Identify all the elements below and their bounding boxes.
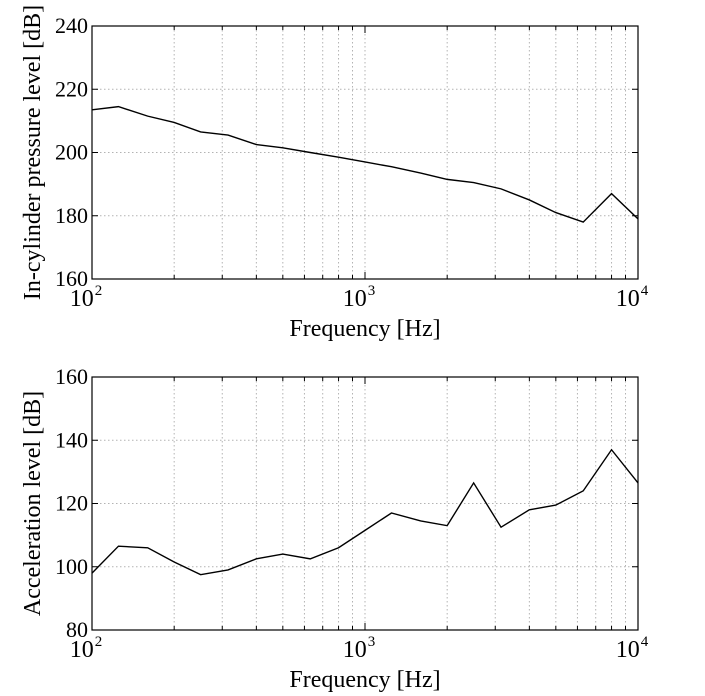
y-tick-label: 180 xyxy=(55,203,88,228)
series-line-0 xyxy=(91,105,639,223)
y-tick-label: 240 xyxy=(55,13,88,38)
y-tick-label: 200 xyxy=(55,140,88,165)
x-tick-label: 104 xyxy=(616,634,649,663)
plot-frame xyxy=(91,376,639,631)
x-tick-label: 104 xyxy=(616,283,649,312)
x-tick-exponent: 3 xyxy=(368,634,376,650)
grid xyxy=(92,26,638,279)
y-axis-label: In-cylinder pressure level [dB] xyxy=(20,5,46,300)
x-tick-base: 10 xyxy=(70,286,94,312)
y-tick-label: 140 xyxy=(55,427,88,452)
x-tick-label: 102 xyxy=(70,283,103,312)
y-tick-label: 120 xyxy=(55,491,88,516)
y-tick-label: 80 xyxy=(66,617,88,642)
x-axis-label: Frequency [Hz] xyxy=(289,316,440,342)
x-tick-base: 10 xyxy=(343,637,367,663)
x-tick-exponent: 4 xyxy=(641,283,649,299)
x-tick-label: 102 xyxy=(70,634,103,663)
x-tick-label: 103 xyxy=(343,634,376,663)
series-line-0 xyxy=(91,448,639,576)
y-tick-label: 160 xyxy=(55,266,88,291)
y-tick-label: 160 xyxy=(55,364,88,389)
x-tick-exponent: 2 xyxy=(95,634,103,650)
x-tick-base: 10 xyxy=(616,286,640,312)
y-tick-label: 220 xyxy=(55,76,88,101)
y-tick-label: 100 xyxy=(55,554,88,579)
plot-frame xyxy=(91,25,639,280)
x-tick-base: 10 xyxy=(343,286,367,312)
x-tick-exponent: 3 xyxy=(368,283,376,299)
x-axis-label: Frequency [Hz] xyxy=(289,667,440,693)
x-tick-exponent: 4 xyxy=(641,634,649,650)
x-tick-base: 10 xyxy=(70,637,94,663)
y-axis-label: Acceleration level [dB] xyxy=(20,391,46,616)
x-tick-base: 10 xyxy=(616,637,640,663)
x-tick-label: 103 xyxy=(343,283,376,312)
grid xyxy=(92,377,638,630)
x-tick-exponent: 2 xyxy=(95,283,103,299)
